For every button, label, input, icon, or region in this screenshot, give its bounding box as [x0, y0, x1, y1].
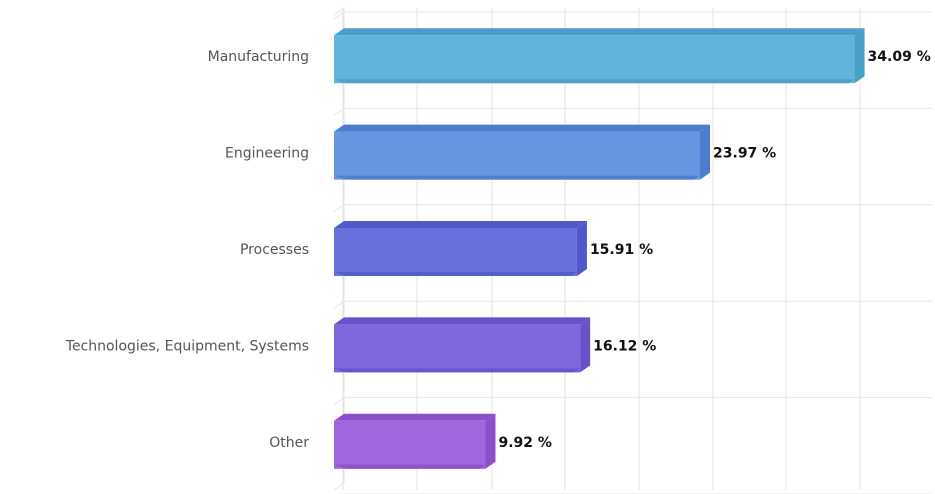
bar[interactable]: [334, 124, 711, 180]
category-label: Other: [269, 435, 309, 451]
bar-side-face: [854, 28, 865, 84]
bar-front-face: [334, 131, 701, 180]
bar-bottom-shade: [334, 272, 577, 276]
category-label: Processes: [240, 242, 309, 258]
bar-front-face: [334, 420, 486, 469]
bar-top-face: [334, 124, 711, 132]
bar[interactable]: [334, 413, 496, 469]
value-label: 23.97 %: [713, 146, 776, 162]
grid-line-horizontal: [333, 397, 932, 406]
bar[interactable]: [334, 221, 587, 276]
grid-line-horizontal: [333, 107, 932, 116]
bar-top-face: [334, 317, 591, 325]
grid-line-horizontal: [333, 300, 932, 309]
category-label: Technologies, Equipment, Systems: [65, 338, 309, 354]
bar-side-face: [700, 124, 711, 180]
value-label: 34.09 %: [868, 49, 931, 65]
bar-bottom-shade: [334, 175, 701, 180]
bar-bottom-shade: [334, 464, 486, 469]
bar[interactable]: [334, 28, 865, 84]
value-label: 15.91 %: [590, 242, 653, 258]
bar-bottom-shade: [334, 368, 581, 373]
category-label: Manufacturing: [208, 49, 309, 65]
bar-top-face: [334, 28, 865, 36]
chart-bars: [334, 28, 865, 469]
grid-line-horizontal: [333, 204, 932, 213]
bar[interactable]: [334, 317, 591, 373]
bar-side-face: [580, 317, 591, 373]
bar-front-face: [334, 228, 577, 276]
bar-front-face: [334, 324, 581, 373]
bar-top-face: [334, 413, 496, 421]
bar-side-face: [576, 221, 587, 276]
category-labels: Manufacturing Engineering Processes Technol…: [65, 49, 309, 451]
bar-top-face: [334, 221, 587, 228]
bar-side-face: [485, 413, 496, 469]
grid-line-horizontal: [333, 11, 932, 20]
bar-bottom-shade: [334, 79, 855, 84]
value-labels: 34.09 % 23.97 % 15.91 % 16.12 % 9.92 %: [498, 49, 930, 451]
category-label: Engineering: [225, 146, 309, 162]
value-label: 16.12 %: [593, 338, 656, 354]
value-label: 9.92 %: [498, 435, 551, 451]
bar-front-face: [334, 35, 855, 84]
